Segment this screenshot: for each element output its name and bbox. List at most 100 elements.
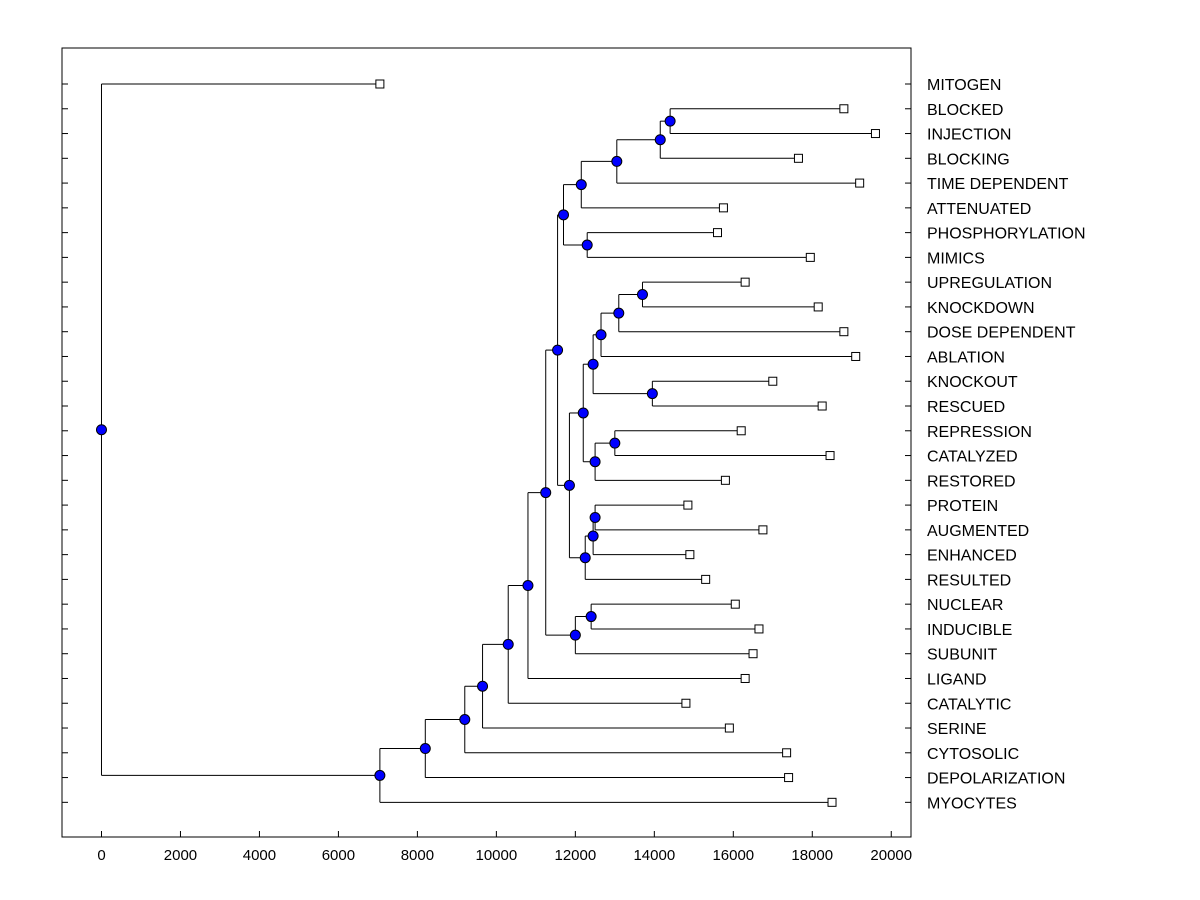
leaf-marker — [855, 178, 865, 188]
node-marker — [587, 358, 599, 370]
leaf-marker — [730, 599, 740, 609]
leaf-marker — [701, 574, 711, 584]
leaf-marker — [748, 649, 758, 659]
leaf-label: MIMICS — [927, 250, 985, 267]
x-axis-ticks: 0 2000 4000 6000 8000 10000 12000 14000 16000 180… — [97, 831, 912, 864]
leaf-label: BLOCKED — [927, 102, 1003, 119]
leaf-label: PHOSPHORYLATION — [927, 226, 1086, 243]
leaf-marker — [793, 153, 803, 163]
leaf-marker — [685, 550, 695, 560]
leaf-label: LIGAND — [927, 671, 987, 688]
node-marker — [540, 487, 552, 499]
node-marker — [419, 743, 431, 755]
leaf-marker — [720, 475, 730, 485]
node-marker — [636, 289, 648, 301]
leaf-marker — [813, 302, 823, 312]
x-tick-label: 20000 — [870, 847, 912, 864]
node-marker — [581, 239, 593, 251]
leaf-label: INJECTION — [927, 127, 1011, 144]
leaf-marker — [805, 252, 815, 262]
leaf-marker — [782, 748, 792, 758]
leaf-marker — [683, 500, 693, 510]
leaf-marker — [817, 401, 827, 411]
node-marker — [646, 388, 658, 400]
leaf-markers — [375, 79, 880, 807]
leaf-marker — [724, 723, 734, 733]
leaf-marker — [736, 426, 746, 436]
leaf-label: RESTORED — [927, 473, 1016, 490]
leaf-marker — [825, 451, 835, 461]
leaf-marker — [375, 79, 385, 89]
node-marker — [522, 580, 534, 592]
leaf-marker — [758, 525, 768, 535]
leaf-marker — [851, 351, 861, 361]
node-marker — [563, 479, 575, 491]
x-tick-label: 18000 — [791, 847, 833, 864]
node-marker — [575, 179, 587, 191]
x-tick-label: 4000 — [243, 847, 276, 864]
leaf-label: CATALYTIC — [927, 696, 1011, 713]
x-tick-label: 0 — [97, 847, 105, 864]
leaf-label: SUBUNIT — [927, 647, 997, 664]
node-marker — [569, 629, 581, 641]
leaf-marker — [839, 104, 849, 114]
node-marker — [374, 769, 386, 781]
node-marker — [609, 437, 621, 449]
node-marker — [611, 155, 623, 167]
x-tick-label: 10000 — [476, 847, 518, 864]
leaf-marker — [768, 376, 778, 386]
x-tick-label: 6000 — [322, 847, 355, 864]
x-tick-label: 14000 — [633, 847, 675, 864]
leaf-marker — [870, 129, 880, 139]
x-tick-label: 8000 — [401, 847, 434, 864]
leaf-marker — [681, 698, 691, 708]
node-marker — [587, 530, 599, 542]
node-marker — [577, 407, 589, 419]
node-marker — [558, 209, 570, 221]
leaf-label: PROTEIN — [927, 498, 998, 515]
node-marker — [585, 611, 597, 623]
leaf-label: TIME DEPENDENT — [927, 176, 1069, 193]
node-marker — [589, 456, 601, 468]
node-marker — [595, 329, 607, 341]
leaf-marker — [784, 773, 794, 783]
leaf-label: MITOGEN — [927, 77, 1001, 94]
plot-frame — [61, 47, 912, 838]
leaf-marker — [740, 277, 750, 287]
y-axis-ticks-right — [905, 83, 911, 803]
node-marker — [95, 424, 107, 436]
x-tick-label: 16000 — [712, 847, 754, 864]
leaf-marker — [718, 203, 728, 213]
leaf-marker — [713, 228, 723, 238]
leaf-label: RESULTED — [927, 572, 1011, 589]
leaf-label: REPRESSION — [927, 424, 1032, 441]
leaf-marker — [754, 624, 764, 634]
leaf-label: CATALYZED — [927, 449, 1018, 466]
leaf-label: KNOCKDOWN — [927, 300, 1035, 317]
node-marker — [664, 115, 676, 127]
leaf-marker — [740, 673, 750, 683]
leaf-label: SERINE — [927, 721, 987, 738]
leaf-marker — [839, 327, 849, 337]
leaf-label: AUGMENTED — [927, 523, 1029, 540]
node-marker — [613, 307, 625, 319]
leaf-label: ABLATION — [927, 349, 1005, 366]
x-tick-label: 12000 — [554, 847, 596, 864]
leaf-label: RESCUED — [927, 399, 1005, 416]
leaf-label: KNOCKOUT — [927, 374, 1018, 391]
leaf-marker — [827, 797, 837, 807]
leaf-label: CYTOSOLIC — [927, 746, 1019, 763]
leaf-label: NUCLEAR — [927, 597, 1003, 614]
leaf-labels: MITOGEN BLOCKED INJECTION BLOCKING TIME DEPE… — [927, 77, 1086, 812]
leaf-label: DEPOLARIZATION — [927, 771, 1065, 788]
leaf-label: BLOCKING — [927, 151, 1010, 168]
node-marker — [579, 552, 591, 564]
node-markers — [95, 115, 676, 781]
node-marker — [502, 638, 514, 650]
node-marker — [459, 713, 471, 725]
x-tick-label: 2000 — [164, 847, 197, 864]
leaf-label: ENHANCED — [927, 548, 1017, 565]
y-axis-ticks — [62, 83, 68, 803]
leaf-label: UPREGULATION — [927, 275, 1052, 292]
